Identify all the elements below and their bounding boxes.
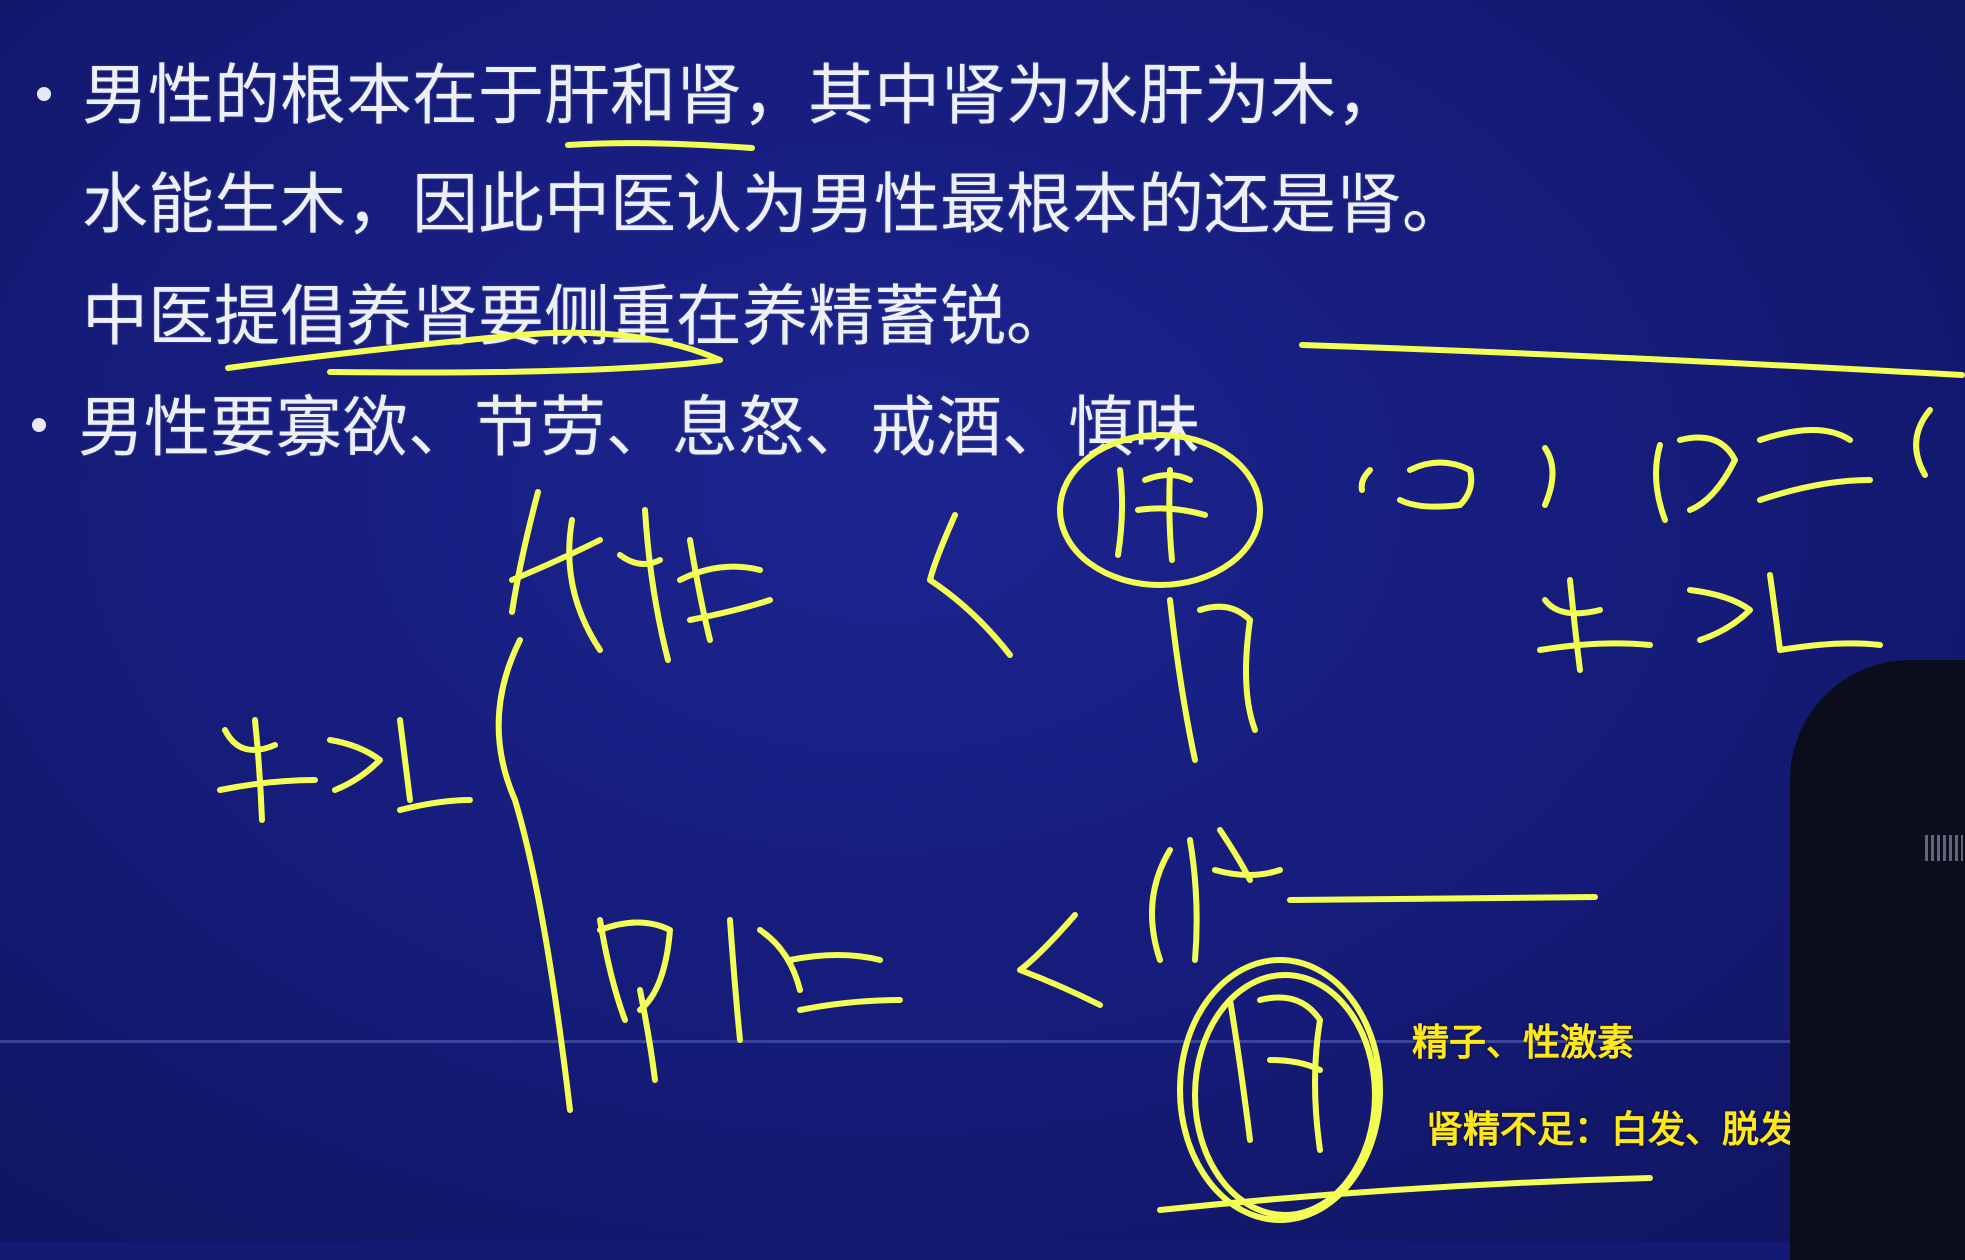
presenter-silhouette: [1790, 660, 1965, 1260]
slide-text-line-4: 男性要寡欲、节劳、息怒、戒酒、慎味: [78, 389, 1200, 466]
slide-text-line-1: 男性的根本在于肝和肾，其中肾为水肝为木，: [82, 57, 1402, 134]
bullet-dot-2: [32, 418, 46, 432]
caption-line-1: 精子、性激素: [1412, 1021, 1634, 1064]
shirt-logo: [1925, 835, 1963, 861]
slide-text-line-2: 水能生木，因此中医认为男性最根本的还是肾。: [82, 166, 1468, 243]
bullet-dot-1: [37, 87, 51, 101]
board-ledge: [0, 1040, 1810, 1043]
slide-text-line-3: 中医提倡养肾要侧重在养精蓄锐。: [82, 278, 1072, 355]
